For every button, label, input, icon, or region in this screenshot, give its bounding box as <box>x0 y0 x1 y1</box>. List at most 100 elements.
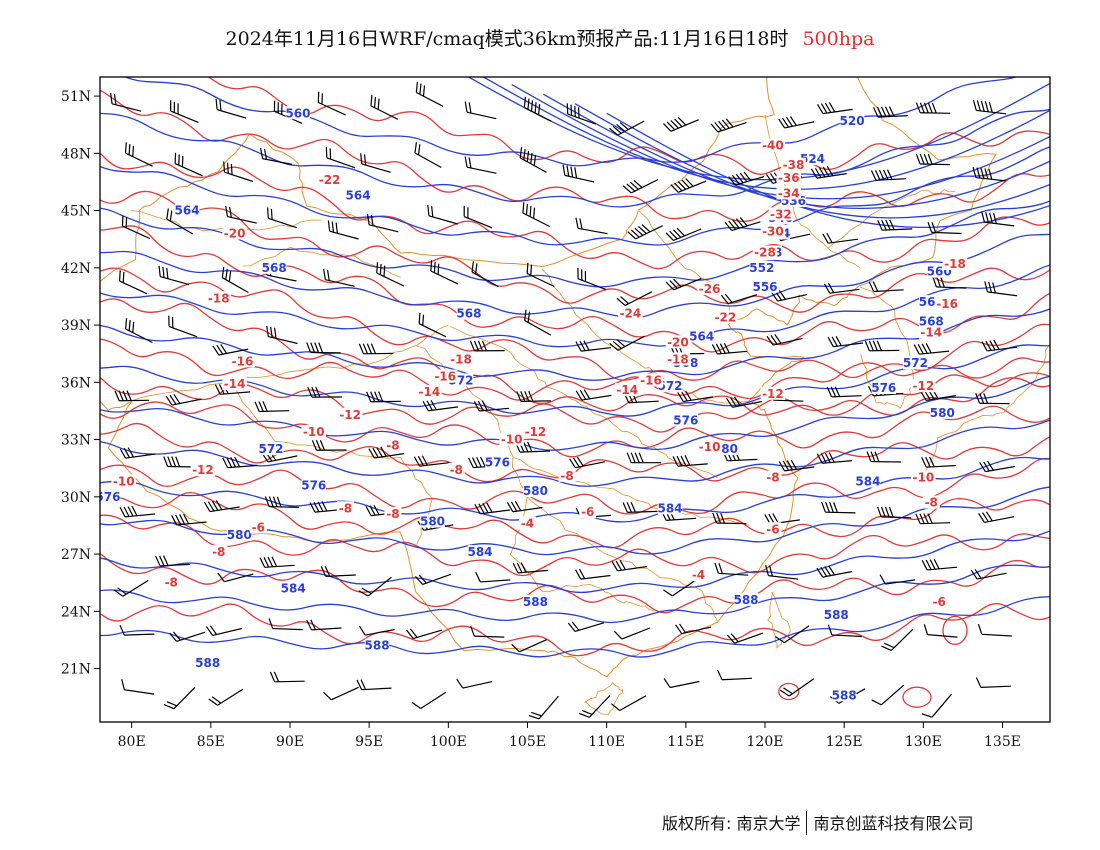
contour-label: -8 <box>165 576 178 590</box>
contour-label-bg <box>934 297 960 311</box>
contour-label: -14 <box>920 326 942 340</box>
lat-tick-label: 24N <box>61 604 91 620</box>
wind-barb <box>977 623 1012 637</box>
wind-barb <box>524 309 552 336</box>
contour-label-bg <box>558 468 576 482</box>
contour-label: -12 <box>525 425 547 439</box>
contour-label-bg <box>665 352 691 366</box>
wind-barb <box>724 217 761 232</box>
wind-barb <box>575 340 611 352</box>
wind-barb <box>306 619 342 631</box>
contour-label-bg <box>230 354 255 368</box>
wind-barb <box>816 565 853 578</box>
wind-barb <box>665 277 702 291</box>
contour-label: 580 <box>227 528 252 542</box>
lon-tick-label: 100E <box>430 734 467 750</box>
contour-label: -34 <box>778 186 800 200</box>
contour-label-bg <box>824 608 849 622</box>
contour-label-bg <box>690 568 707 582</box>
wind-barb <box>913 343 950 355</box>
contour-label: 552 <box>749 261 774 275</box>
wind-barb <box>413 455 450 467</box>
temperature-contour-line <box>100 553 1050 614</box>
contour-label: -8 <box>560 469 573 483</box>
wind-barb <box>368 446 405 459</box>
temperature-closed-contour <box>902 686 932 708</box>
contour-label: -20 <box>667 335 689 349</box>
wind-barb <box>208 688 244 706</box>
height-contour-line <box>100 456 1050 523</box>
contour-label-bg <box>258 442 284 456</box>
contour-label-bg <box>579 505 597 519</box>
wind-barb <box>474 502 510 515</box>
wind-barb <box>119 624 155 636</box>
contour-label-bg <box>285 106 311 120</box>
lat-tick-label: 33N <box>61 433 91 449</box>
contour-label: -16 <box>640 373 662 387</box>
wind-barb <box>415 81 444 107</box>
contour-label: 576 <box>673 413 698 427</box>
lat-tick-label: 45N <box>61 204 91 220</box>
contour-label: -8 <box>212 545 225 559</box>
contour-label: 568 <box>919 314 944 328</box>
copyright-right: 南京创蓝科技有限公司 <box>813 814 974 833</box>
contour-label-bg <box>764 522 782 536</box>
contour-label: 588 <box>824 608 849 622</box>
temperature-contour-line <box>100 89 1050 223</box>
contour-label-bg <box>499 432 524 446</box>
wind-barb <box>672 455 708 467</box>
height-contour-line <box>574 103 1050 219</box>
wind-barb <box>463 205 493 229</box>
wind-barb <box>663 117 699 132</box>
wind-barb <box>464 156 497 174</box>
contour-label: -30 <box>762 225 784 239</box>
height-contour-line <box>100 419 1050 487</box>
contour-label-bg <box>210 545 228 559</box>
wind-barb <box>613 627 650 640</box>
wind-barb <box>471 261 499 288</box>
wind-barb <box>717 669 753 681</box>
wind-barb <box>418 312 447 338</box>
wind-barb <box>822 232 858 244</box>
temperature-contour-line <box>100 338 1050 401</box>
lon-tick-label: 125E <box>826 734 863 750</box>
temperature-contour-line <box>100 190 1050 313</box>
wind-barb <box>864 340 900 352</box>
lon-tick-label: 95E <box>355 734 383 750</box>
wind-barb <box>358 343 394 355</box>
wind-barb <box>876 506 912 519</box>
contour-label: -18 <box>944 257 966 271</box>
wind-barb <box>720 293 757 305</box>
wind-barb <box>470 625 505 638</box>
region-boundary <box>512 456 750 526</box>
contour-label-bg <box>615 382 640 396</box>
contour-label: 524 <box>800 152 825 166</box>
wind-barb <box>267 207 297 229</box>
wind-barb <box>222 456 258 469</box>
contour-label: 588 <box>733 593 758 607</box>
wind-barb <box>575 389 612 401</box>
lon-tick-label: 135E <box>984 734 1021 750</box>
contour-label-bg <box>911 470 936 484</box>
wind-barb <box>665 227 702 242</box>
contour-label-bg <box>781 157 806 171</box>
contour-label: 520 <box>840 114 865 128</box>
contour-label: 588 <box>365 639 390 653</box>
wind-barb <box>456 678 493 689</box>
wind-barb <box>166 208 194 235</box>
wind-barb <box>121 679 155 695</box>
wind-barb <box>778 116 815 129</box>
lon-tick-label: 85E <box>197 734 225 750</box>
wind-barb <box>268 618 303 631</box>
wind-barb <box>205 625 242 636</box>
contour-label-bg <box>336 501 354 515</box>
contour-label-bg <box>760 224 786 238</box>
contour-label-bg <box>760 386 786 400</box>
region-boundary <box>543 584 655 612</box>
wind-barb <box>163 456 198 468</box>
wind-barb <box>816 452 853 464</box>
height-contour-line <box>100 596 1050 658</box>
wind-barb <box>358 576 392 597</box>
wind-barb <box>325 147 356 169</box>
